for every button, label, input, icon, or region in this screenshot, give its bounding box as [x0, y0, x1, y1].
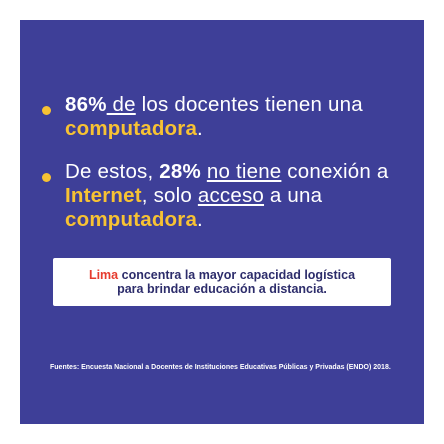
bullet-2-highlight-internet: Internet: [65, 184, 142, 207]
bullet-2-underlined-2: acceso: [197, 184, 265, 207]
callout-text: Lima concentra la mayor capacidad logíst…: [89, 268, 355, 296]
bullet-1-body: los docentes tienen una: [135, 93, 363, 116]
bullet-2-text: De estos, 28% no tiene conexión a Intern…: [65, 160, 412, 232]
bullet-2-mid2: , solo: [141, 184, 198, 207]
bullet-dot-icon: [42, 106, 51, 115]
source-note: Fuentes: Encuesta Nacional a Docentes de…: [50, 364, 391, 371]
bullet-2-lead: De estos,: [65, 160, 160, 183]
bullet-2-mid3: a una: [264, 184, 323, 207]
bullet-2-mid1: conexión a: [281, 160, 389, 183]
bullet-1-highlight: computadora: [65, 117, 198, 140]
bullet-1-text: 86% de los docentes tienen una computado…: [65, 93, 412, 141]
callout-box: Lima concentra la mayor capacidad logíst…: [53, 258, 391, 306]
bullet-1-underlined: de: [106, 93, 136, 116]
callout-line2: para brindar educación a distancia.: [117, 282, 327, 296]
bullet-2-underlined: no tiene: [206, 160, 282, 183]
bullet-1-percent: 86%: [65, 93, 107, 116]
bullet-1: 86% de los docentes tienen una computado…: [42, 93, 412, 141]
bullet-2-highlight-computadora: computadora: [65, 208, 198, 231]
bullet-dot-icon: [42, 173, 51, 182]
infographic-card: 86% de los docentes tienen una computado…: [20, 20, 424, 424]
bullet-1-end: .: [197, 117, 203, 140]
callout-city: Lima: [88, 268, 119, 282]
bullet-2: De estos, 28% no tiene conexión a Intern…: [42, 160, 412, 232]
callout-line1: concentra la mayor capacidad logística: [118, 268, 356, 282]
bullet-2-end: .: [197, 208, 203, 231]
bullet-2-percent: 28%: [159, 160, 201, 183]
